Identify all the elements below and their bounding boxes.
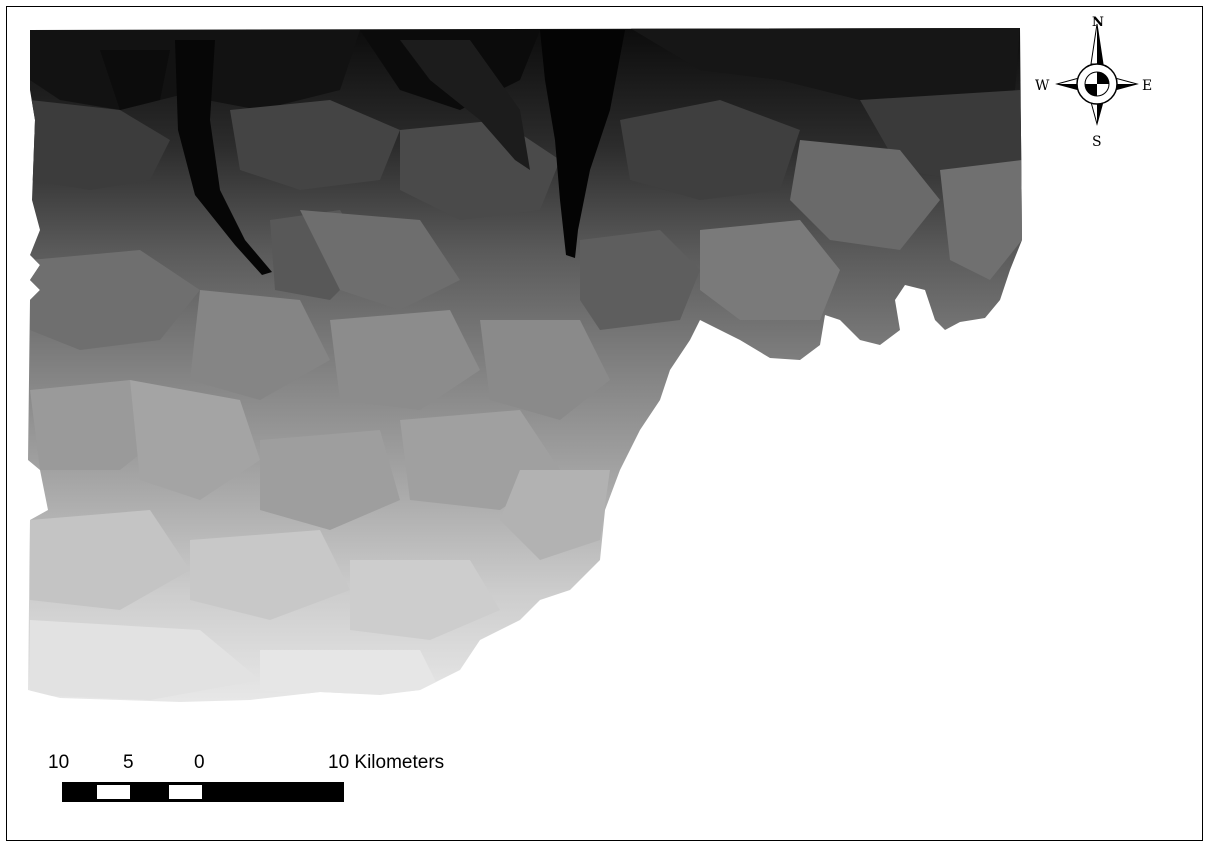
drainage-channels (100, 30, 625, 275)
compass-north-label: N (1092, 15, 1104, 30)
compass-east-label: E (1142, 78, 1152, 94)
scale-label-kilometers: 10 Kilometers (328, 752, 444, 773)
scale-label-10-left: 10 (48, 752, 69, 773)
scale-label-0: 0 (194, 752, 205, 773)
scale-bar-segment (169, 785, 202, 799)
subbasin-patches (30, 28, 1022, 700)
north-arrow-icon: N S E W (1035, 15, 1152, 150)
compass-west-label: W (1035, 78, 1050, 94)
scale-bar: 10 5 0 10 Kilometers (48, 752, 444, 802)
scale-bar-base (62, 782, 344, 802)
scale-label-5: 5 (123, 752, 134, 773)
watershed-map (28, 28, 1022, 702)
scale-bar-segment (97, 785, 130, 799)
compass-south-label: S (1092, 134, 1102, 150)
